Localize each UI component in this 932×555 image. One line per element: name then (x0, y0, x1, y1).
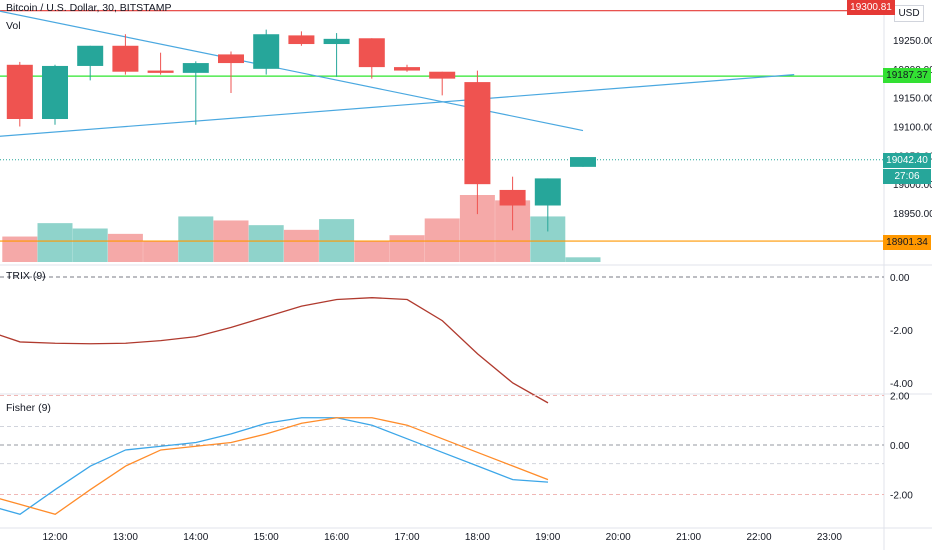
candle-body[interactable] (147, 70, 174, 73)
candle-body[interactable] (112, 45, 139, 72)
candle-body[interactable] (323, 38, 350, 45)
candle-body[interactable] (288, 35, 315, 45)
volume-bar (178, 216, 214, 262)
time-tick-label: 16:00 (324, 532, 349, 543)
trend-line[interactable] (0, 10, 584, 132)
price-tag-orange: 18901.34 (883, 235, 931, 250)
volume-label: Vol (6, 20, 21, 32)
candle-body[interactable] (429, 71, 456, 79)
candle-body[interactable] (6, 64, 33, 120)
time-tick-label: 23:00 (817, 532, 842, 543)
trend-line[interactable] (0, 74, 795, 137)
candle-body[interactable] (182, 63, 209, 73)
fisher-tick-label: 2.00 (890, 392, 910, 403)
volume-bar (354, 240, 390, 262)
fisher-tick-label: -2.00 (890, 491, 913, 502)
time-tick-label: 12:00 (42, 532, 67, 543)
candle-body[interactable] (570, 157, 596, 167)
fisher-line[interactable] (0, 417, 549, 516)
candle-body[interactable] (253, 34, 280, 69)
candle-body[interactable] (42, 65, 68, 120)
candle-body[interactable] (218, 54, 244, 64)
price-tag-red: 19300.81 (847, 0, 895, 15)
candle-body[interactable] (77, 45, 104, 66)
time-tick-label: 19:00 (535, 532, 560, 543)
volume-bar (143, 240, 179, 262)
volume-bar (248, 225, 284, 262)
volume-bar (283, 229, 319, 262)
time-tick-label: 17:00 (394, 532, 419, 543)
candle-body[interactable] (534, 178, 561, 206)
time-tick-label: 18:00 (465, 532, 490, 543)
price-tick-label: 19100.00 (893, 123, 932, 134)
time-tick-label: 20:00 (606, 532, 631, 543)
time-tick-label: 14:00 (183, 532, 208, 543)
price-tick-label: 19250.00 (893, 36, 932, 47)
time-tick-label: 15:00 (254, 532, 279, 543)
price-tag-last: 19042.40 (883, 153, 931, 168)
price-countdown: 27:06 (883, 169, 931, 184)
price-tick-label: 19000.00 (893, 180, 932, 191)
volume-bar (565, 257, 601, 262)
volume-bar (389, 235, 425, 262)
fisher-trigger-line[interactable] (0, 417, 549, 516)
volume-bar (424, 218, 460, 262)
time-tick-label: 21:00 (676, 532, 701, 543)
volume-bar (72, 228, 108, 262)
currency-badge[interactable]: USD (894, 5, 924, 22)
symbol-title[interactable]: Bitcoin / U.S. Dollar, 30, BITSTAMP (6, 2, 172, 14)
trix-tick-label: -4.00 (890, 379, 913, 390)
candle-body[interactable] (394, 67, 420, 71)
candle-body[interactable] (499, 189, 526, 206)
time-tick-label: 22:00 (746, 532, 771, 543)
fisher-title[interactable]: Fisher (9) (6, 402, 51, 414)
time-tick-label: 13:00 (113, 532, 138, 543)
candle-body[interactable] (464, 82, 491, 185)
trix-title[interactable]: TRIX (9) (6, 270, 46, 282)
fisher-tick-label: 0.00 (890, 441, 910, 452)
price-tick-label: 19150.00 (893, 94, 932, 105)
trix-tick-label: 0.00 (890, 273, 910, 284)
volume-bar (107, 233, 143, 262)
price-tick-label: 18950.00 (893, 209, 932, 220)
trix-tick-label: -2.00 (890, 326, 913, 337)
trix-line[interactable] (0, 297, 549, 404)
volume-bar (2, 236, 38, 262)
price-tag-green: 19187.37 (883, 68, 931, 83)
volume-bar (37, 223, 73, 262)
candle-body[interactable] (358, 38, 385, 68)
